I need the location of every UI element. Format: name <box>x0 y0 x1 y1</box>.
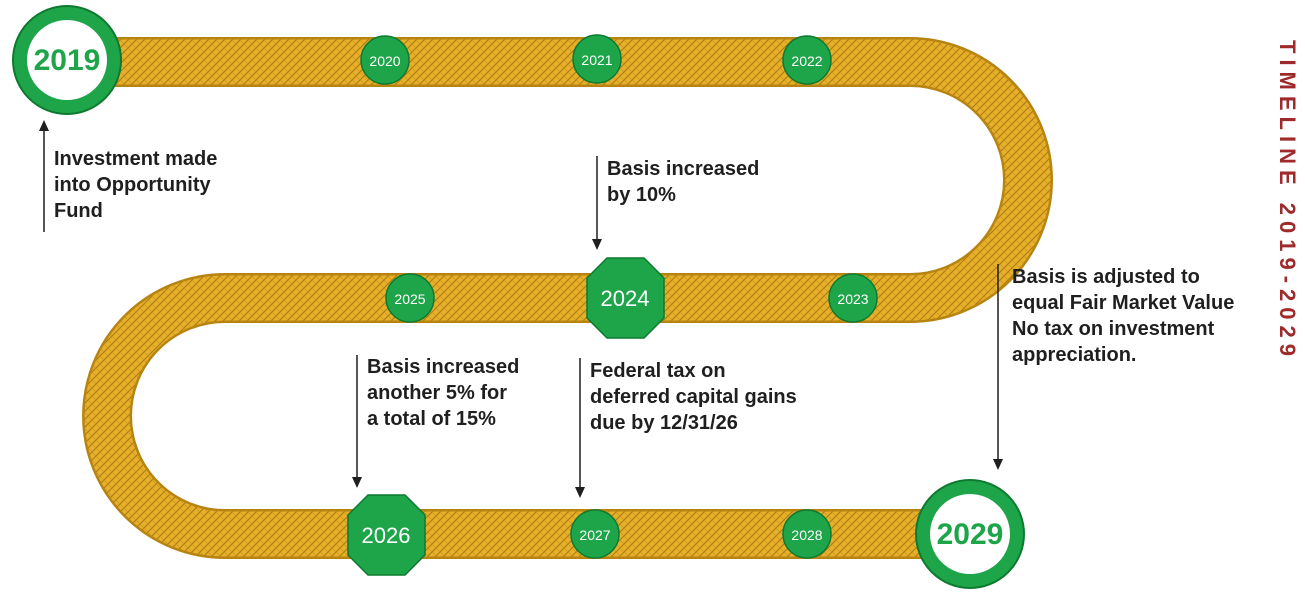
milestone-2024: 2024 <box>586 257 665 339</box>
milestone-2022: 2022 <box>782 35 832 85</box>
side-heading-text: TIMELINE 2019-2029 <box>1278 40 1300 362</box>
milestone-label-2020: 2020 <box>369 53 400 69</box>
milestone-2026: 2026 <box>347 494 426 576</box>
arrow-basis15 <box>352 355 362 488</box>
milestone-label-2025: 2025 <box>394 291 425 307</box>
arrow-investment <box>39 120 49 232</box>
milestone-2019: 2019 <box>12 5 122 115</box>
milestone-label-2027: 2027 <box>579 527 610 543</box>
milestone-label-2022: 2022 <box>791 53 822 69</box>
milestone-2027: 2027 <box>570 509 620 559</box>
note-investment: Investment made into Opportunity Fund <box>54 148 218 222</box>
arrow-fair-value <box>993 264 1003 470</box>
milestone-2023: 2023 <box>828 273 878 323</box>
milestone-label-2023: 2023 <box>837 291 868 307</box>
milestone-label-2028: 2028 <box>791 527 822 543</box>
timeline-road <box>84 39 1051 557</box>
milestone-label-2024: 2024 <box>601 286 650 311</box>
arrow-basis10 <box>592 156 602 250</box>
note-basis-15: Basis increased another 5% for a total o… <box>367 356 520 430</box>
milestone-label-2021: 2021 <box>581 52 612 68</box>
milestone-2025: 2025 <box>385 273 435 323</box>
milestone-2021: 2021 <box>572 34 622 84</box>
milestone-label-2026: 2026 <box>362 523 411 548</box>
arrow-federal-tax <box>575 358 585 498</box>
note-basis-10: Basis increased by 10% <box>607 158 760 206</box>
note-federal-tax: Federal tax on deferred capital gains du… <box>590 360 797 434</box>
milestone-2028: 2028 <box>782 509 832 559</box>
milestone-2029: 2029 <box>915 479 1025 589</box>
side-heading: TIMELINE 2019-2029 <box>1278 20 1305 593</box>
milestone-label-2019: 2019 <box>34 44 101 77</box>
milestone-2020: 2020 <box>360 35 410 85</box>
milestone-label-2029: 2029 <box>937 518 1004 551</box>
note-fair-value: Basis is adjusted to equal Fair Market V… <box>1012 266 1235 366</box>
